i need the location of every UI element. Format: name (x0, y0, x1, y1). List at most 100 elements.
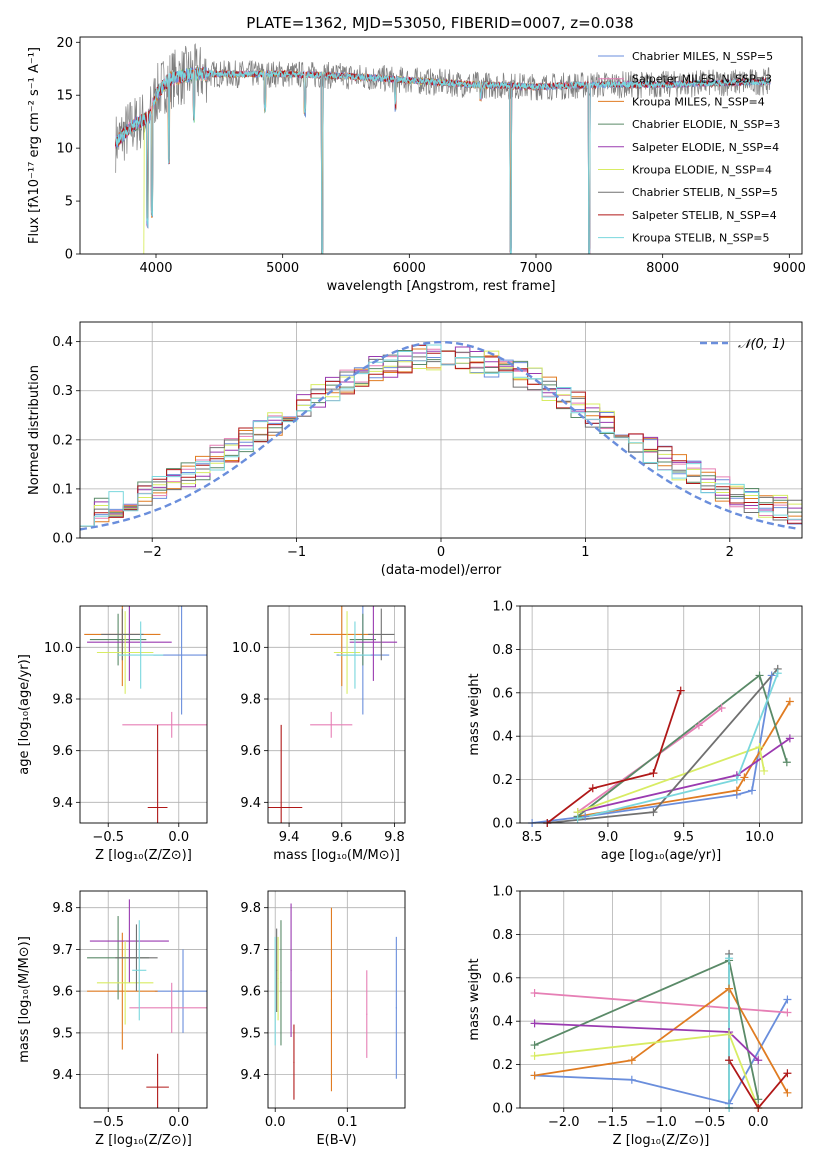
plus-marker (725, 984, 734, 993)
plus-marker (530, 1051, 539, 1060)
weight-line-kroupa-miles (577, 701, 791, 818)
y-tick-label: 9.4 (240, 796, 261, 811)
x-tick-label: −1.0 (645, 1115, 677, 1130)
plus-marker (754, 1095, 763, 1104)
axes-frame (519, 605, 803, 824)
weight-line-chabrier-elodie (534, 959, 760, 1100)
plus-marker (581, 812, 590, 821)
plus-marker (649, 769, 658, 778)
x-tick-label: 10.0 (745, 830, 774, 845)
spectrum-plot (115, 43, 771, 254)
x-tick-label: 5000 (266, 261, 299, 276)
x-axis-label: mass [log₁₀(M/M⊙)] (273, 848, 400, 863)
y-axis-label: mass weight (467, 958, 482, 1040)
y-tick-label: 0.6 (492, 686, 513, 701)
spectrum-line-kroupa-elodie (143, 68, 512, 254)
y-tick-label: 1.0 (492, 885, 513, 900)
y-tick-label: 0.0 (52, 532, 73, 547)
legend-label: Salpeter STELIB, N_SSP=4 (632, 209, 777, 222)
mass-EBV-axes (264, 890, 406, 1112)
point-marker (138, 969, 140, 971)
point-marker (128, 940, 130, 942)
plus-marker (754, 1056, 763, 1065)
x-tick-label: 0.0 (748, 1115, 769, 1130)
weight-line-chabrier-elodie (577, 673, 788, 818)
x-tick-label: 9.0 (598, 830, 619, 845)
spectrum-axes (76, 36, 803, 258)
y-tick-label: 0.2 (52, 433, 73, 448)
residuals-axes (76, 321, 803, 542)
point-marker (121, 633, 123, 636)
plus-marker (785, 697, 794, 706)
x-tick-label: 0.0 (168, 830, 189, 845)
y-tick-label: 9.5 (52, 1026, 73, 1041)
y-tick-label: 0.4 (492, 730, 513, 745)
y-tick-label: 0.0 (492, 1102, 513, 1117)
x-tick-label: 9.5 (673, 830, 694, 845)
x-tick-label: −2 (143, 545, 162, 560)
plus-marker (649, 808, 658, 817)
plus-marker (627, 1056, 636, 1065)
plus-marker (783, 1088, 792, 1097)
axes-frame (79, 890, 208, 1109)
x-tick-label: 9.8 (384, 830, 405, 845)
y-tick-label: 9.7 (52, 943, 73, 958)
y-tick-label: 9.4 (240, 1068, 261, 1083)
weight-line-salpeter-miles (534, 992, 788, 1014)
age-Z-plot (84, 606, 207, 823)
y-tick-label: 0.2 (492, 773, 513, 788)
y-tick-label: 0.4 (52, 335, 73, 350)
x-axis-label: (data-model)/error (381, 563, 502, 578)
y-tick-label: 10.0 (44, 641, 73, 656)
figure-title: PLATE=1362, MJD=53050, FIBERID=0007, z=0… (246, 14, 633, 32)
point-marker (124, 651, 126, 654)
y-tick-label: 0.0 (492, 817, 513, 832)
y-tick-label: 15 (56, 89, 73, 104)
point-marker (140, 654, 142, 656)
legend-label: Salpeter ELODIE, N_SSP=4 (632, 141, 779, 154)
x-axis-label: Z [log₁₀(Z/Z⊙)] (95, 1133, 192, 1148)
x-tick-label: 1 (581, 545, 589, 560)
x-tick-label: 7000 (519, 261, 552, 276)
y-tick-label: 0.4 (492, 1015, 513, 1030)
x-tick-label: 2 (726, 545, 734, 560)
point-marker (372, 641, 374, 643)
axes-frame (79, 605, 208, 824)
plus-marker (627, 1075, 636, 1084)
x-tick-label: 9.6 (331, 830, 352, 845)
y-tick-label: 0.3 (52, 384, 73, 399)
axes-frame (519, 890, 803, 1109)
y-tick-label: 10 (56, 142, 73, 157)
plus-marker (732, 775, 741, 784)
y-tick-label: 9.6 (52, 985, 73, 1000)
legend-label: Chabrier STELIB, N_SSP=5 (632, 186, 778, 199)
mass-Z-axes (76, 890, 208, 1112)
plus-marker (676, 686, 685, 695)
weight-age-axes (516, 605, 803, 827)
mass-Z-plot (87, 899, 207, 1108)
plus-marker (694, 721, 703, 730)
point-marker (354, 654, 356, 656)
point-marker (117, 638, 119, 641)
x-tick-label: 0 (437, 545, 445, 560)
point-marker (274, 990, 276, 992)
axes-frame (267, 890, 406, 1109)
normal-curve (80, 341, 800, 531)
point-marker (128, 641, 130, 643)
plus-marker (530, 1041, 539, 1050)
x-tick-label: 6000 (393, 261, 426, 276)
point-marker (181, 654, 183, 656)
legend-label: Kroupa STELIB, N_SSP=5 (632, 232, 770, 245)
point-marker (280, 806, 282, 809)
point-marker (276, 969, 278, 971)
point-marker (290, 969, 292, 971)
age-mass-plot (268, 606, 398, 823)
y-axis-label: mass weight (467, 673, 482, 755)
x-tick-label: 9.4 (279, 830, 300, 845)
weight-age-plot (531, 668, 791, 823)
y-tick-label: 9.7 (240, 943, 261, 958)
plus-marker (755, 671, 764, 680)
weight-line-salpeter-stelib (728, 1059, 789, 1108)
y-axis-label: mass [log₁₀(M/M⊙)] (17, 936, 32, 1063)
weight-line-salpeter-elodie (534, 1022, 759, 1061)
